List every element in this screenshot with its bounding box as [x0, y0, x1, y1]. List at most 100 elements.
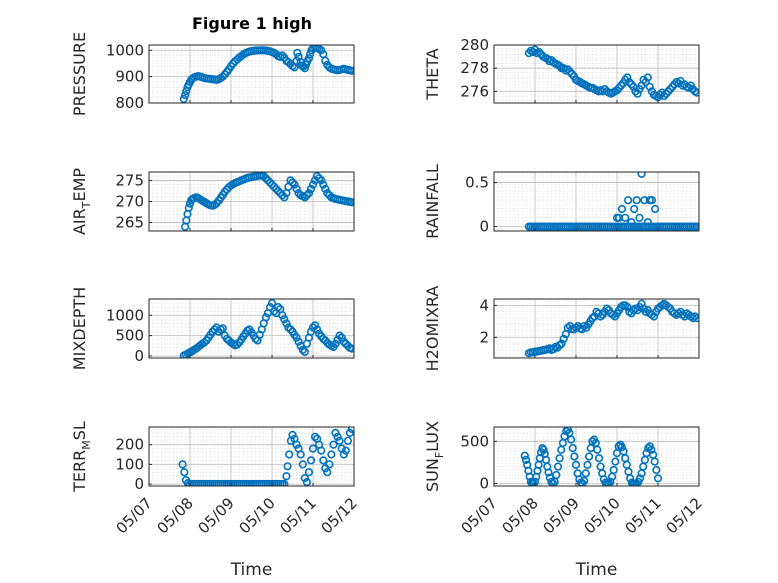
data-point — [555, 454, 564, 463]
axes-frame — [493, 426, 700, 487]
x-tick-label: 05/12 — [318, 494, 361, 537]
data-point — [304, 468, 314, 477]
data-point — [292, 333, 301, 342]
data-point — [548, 479, 558, 486]
data-point — [596, 312, 605, 321]
data-point — [321, 56, 330, 65]
data-point — [300, 193, 309, 202]
y-tick-label: 275 — [115, 171, 144, 189]
x-tick-label: 05/08 — [499, 494, 542, 537]
data-point — [643, 73, 652, 82]
data-point — [304, 189, 314, 198]
axes-frame — [493, 44, 700, 104]
data-point — [614, 83, 624, 92]
axes-frame — [148, 44, 355, 104]
subplot-h2omixra: 2 4 H2OMIXRA — [423, 286, 700, 371]
data-point — [184, 203, 193, 212]
data-point — [323, 468, 332, 477]
data-point — [625, 77, 634, 87]
data-point — [308, 180, 318, 189]
y-axis-label: SUNFLUX — [423, 421, 446, 492]
data-point — [285, 450, 294, 459]
data-point — [347, 427, 354, 434]
data-point — [604, 479, 613, 486]
data-point — [617, 443, 627, 452]
data-point — [308, 323, 318, 332]
subplot-theta: 276 278 280 THETA — [423, 36, 700, 104]
data-point — [529, 479, 538, 486]
data-point — [555, 341, 564, 350]
data-point — [544, 468, 553, 477]
y-axis-label-part: LUX — [423, 421, 442, 452]
data-point — [649, 312, 659, 321]
y-axis-label: PRESSURE — [70, 32, 89, 116]
data-point — [580, 476, 589, 486]
y-tick-label: 1000 — [106, 306, 144, 324]
y-tick-label: 0.5 — [465, 174, 489, 192]
data-point — [286, 325, 295, 334]
data-point — [640, 196, 649, 205]
data-point — [563, 65, 572, 74]
y-tick-label: 276 — [460, 82, 489, 100]
data-point — [688, 314, 698, 323]
data-series — [179, 45, 354, 103]
data-point — [327, 450, 336, 459]
data-point — [341, 446, 350, 455]
data-point — [218, 72, 227, 81]
data-series — [181, 172, 354, 231]
data-point — [200, 338, 209, 347]
plot-area — [494, 172, 699, 231]
data-point — [218, 324, 227, 333]
x-tick-label: 05/08 — [154, 494, 197, 537]
data-point — [584, 452, 594, 461]
data-point — [543, 54, 552, 64]
data-point — [553, 462, 563, 471]
data-point — [294, 337, 303, 346]
data-point — [261, 174, 271, 183]
y-tick-label: 270 — [115, 193, 144, 211]
data-point — [272, 184, 281, 193]
data-point — [641, 77, 650, 87]
data-point — [335, 436, 344, 445]
data-point — [317, 176, 326, 185]
y-axis-label-part: SL — [70, 421, 89, 440]
data-point — [280, 193, 289, 202]
data-point — [567, 69, 577, 79]
data-point — [611, 457, 620, 466]
data-point — [647, 445, 656, 454]
data-point — [632, 196, 641, 205]
data-point — [298, 460, 307, 469]
data-point — [325, 460, 334, 469]
data-point — [288, 430, 297, 440]
data-point — [283, 462, 292, 471]
data-point — [179, 94, 188, 103]
y-tick-label: 100 — [115, 455, 144, 473]
y-axis-label: THETA — [423, 48, 442, 100]
data-point — [557, 339, 566, 348]
data-point — [627, 218, 636, 227]
data-point — [674, 309, 683, 318]
data-point — [692, 314, 699, 323]
data-point — [670, 80, 679, 89]
data-point — [623, 196, 633, 205]
data-point — [319, 180, 328, 189]
data-point — [274, 186, 283, 196]
data-point — [692, 222, 699, 231]
x-tick-label: 05/12 — [663, 494, 706, 537]
data-point — [263, 176, 273, 185]
data-series — [524, 45, 699, 102]
data-point — [331, 339, 340, 348]
figure-title: Figure 1 high — [192, 14, 312, 33]
data-point — [621, 75, 630, 84]
data-point — [639, 75, 648, 84]
data-point — [292, 440, 301, 449]
y-tick-label: 278 — [460, 59, 489, 77]
data-point — [617, 204, 627, 214]
data-point — [583, 460, 592, 470]
data-point — [278, 191, 287, 200]
y-axis-label-part: SUN — [423, 458, 442, 492]
data-point — [335, 331, 344, 340]
x-axis-label: Time — [230, 560, 273, 580]
